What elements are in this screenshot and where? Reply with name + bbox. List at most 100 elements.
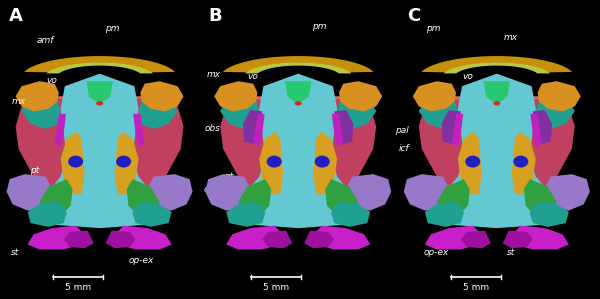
Polygon shape: [220, 96, 283, 199]
Text: mx: mx: [12, 97, 26, 106]
Text: icf: icf: [117, 135, 128, 144]
Polygon shape: [139, 96, 178, 129]
Polygon shape: [253, 114, 265, 147]
Text: vo: vo: [462, 72, 473, 81]
Polygon shape: [524, 179, 557, 217]
Text: pt: pt: [492, 170, 501, 179]
Text: mx: mx: [504, 33, 518, 42]
Text: amf: amf: [37, 36, 54, 45]
Polygon shape: [40, 74, 160, 228]
Polygon shape: [16, 96, 85, 204]
Polygon shape: [28, 202, 67, 227]
Text: pm: pm: [105, 24, 119, 33]
Ellipse shape: [466, 155, 480, 167]
Polygon shape: [413, 81, 456, 111]
Ellipse shape: [266, 155, 282, 167]
Polygon shape: [259, 132, 283, 194]
Polygon shape: [220, 96, 259, 129]
Polygon shape: [304, 231, 334, 248]
Text: pal: pal: [395, 126, 409, 135]
Polygon shape: [419, 96, 458, 129]
Polygon shape: [512, 96, 575, 199]
Polygon shape: [64, 231, 94, 248]
Polygon shape: [437, 74, 557, 228]
Text: st: st: [11, 248, 19, 257]
Polygon shape: [530, 202, 569, 227]
Polygon shape: [115, 132, 139, 194]
Polygon shape: [243, 110, 262, 144]
Polygon shape: [22, 96, 61, 129]
Text: pal: pal: [333, 124, 347, 133]
Polygon shape: [503, 231, 533, 248]
Text: vo: vo: [247, 72, 258, 81]
Polygon shape: [223, 56, 374, 72]
Polygon shape: [536, 96, 575, 129]
Polygon shape: [28, 226, 85, 249]
Polygon shape: [545, 174, 590, 210]
Polygon shape: [512, 132, 536, 194]
Polygon shape: [421, 56, 572, 72]
Polygon shape: [331, 202, 370, 227]
Polygon shape: [437, 179, 470, 217]
Text: ps: ps: [102, 193, 113, 202]
Polygon shape: [133, 202, 172, 227]
Ellipse shape: [493, 101, 500, 106]
Polygon shape: [115, 226, 172, 249]
Text: qu: qu: [507, 184, 518, 193]
Text: op-ex: op-ex: [424, 248, 449, 257]
Polygon shape: [214, 81, 257, 111]
Ellipse shape: [68, 155, 83, 167]
Ellipse shape: [295, 101, 302, 106]
Text: 5 mm: 5 mm: [65, 283, 91, 292]
Text: pm: pm: [312, 22, 326, 31]
Polygon shape: [425, 202, 464, 227]
Ellipse shape: [116, 155, 131, 167]
Polygon shape: [7, 174, 52, 210]
Polygon shape: [404, 174, 449, 210]
Polygon shape: [461, 231, 491, 248]
Text: obs: obs: [507, 126, 523, 135]
Polygon shape: [452, 114, 463, 147]
Polygon shape: [313, 132, 337, 194]
Polygon shape: [512, 226, 569, 249]
Polygon shape: [313, 96, 376, 199]
Polygon shape: [425, 226, 482, 249]
Polygon shape: [325, 179, 358, 217]
Text: B: B: [208, 7, 222, 25]
Polygon shape: [313, 226, 370, 249]
Polygon shape: [245, 62, 352, 74]
Polygon shape: [106, 231, 136, 248]
Polygon shape: [61, 132, 85, 194]
Polygon shape: [226, 96, 370, 147]
Polygon shape: [419, 96, 482, 199]
Polygon shape: [133, 114, 145, 147]
Polygon shape: [484, 81, 510, 101]
Text: C: C: [407, 7, 420, 25]
Text: pm: pm: [426, 24, 440, 33]
Text: icf: icf: [398, 144, 409, 152]
Ellipse shape: [96, 101, 103, 106]
Polygon shape: [16, 81, 59, 111]
Polygon shape: [425, 96, 569, 147]
Text: qu: qu: [203, 185, 215, 194]
Polygon shape: [442, 110, 461, 144]
Text: vo: vo: [46, 76, 57, 85]
Text: obs: obs: [205, 124, 221, 133]
Text: pt: pt: [224, 172, 233, 181]
Ellipse shape: [513, 155, 528, 167]
Polygon shape: [226, 226, 283, 249]
Polygon shape: [28, 96, 172, 147]
Text: pt: pt: [30, 166, 39, 175]
Polygon shape: [24, 56, 175, 72]
Polygon shape: [226, 202, 265, 227]
Polygon shape: [332, 114, 343, 147]
Polygon shape: [339, 81, 382, 111]
Text: mx: mx: [206, 70, 221, 79]
Polygon shape: [346, 174, 391, 210]
Polygon shape: [55, 114, 66, 147]
Polygon shape: [46, 62, 153, 74]
Polygon shape: [140, 81, 184, 111]
Polygon shape: [148, 174, 193, 210]
Text: st: st: [507, 248, 515, 257]
Polygon shape: [86, 81, 113, 101]
